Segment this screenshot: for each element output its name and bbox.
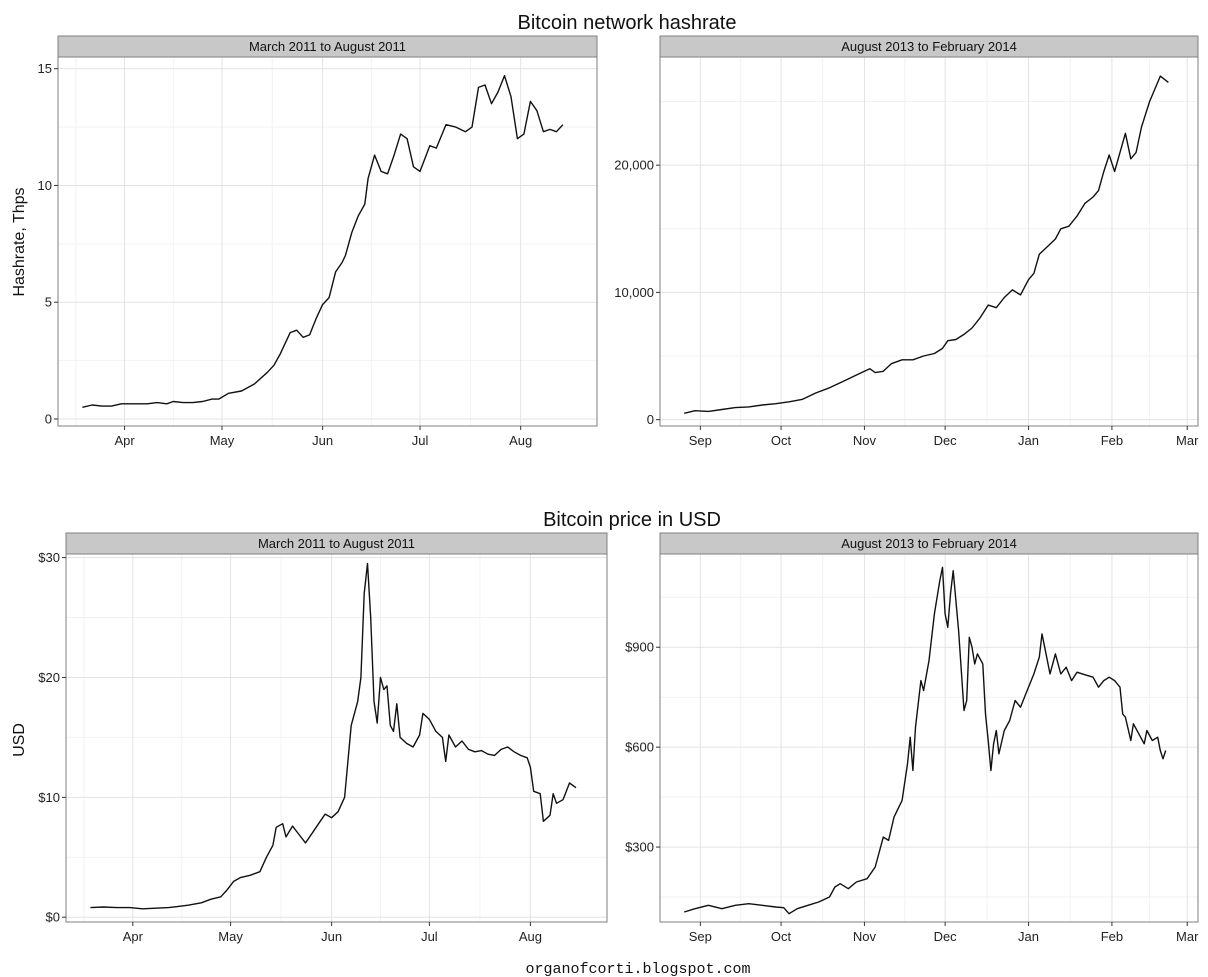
price-2011-x-tick-label: Aug <box>519 929 542 944</box>
hashrate-2011-strip <box>57 35 598 58</box>
hashrate-2013-x-tick-label: Nov <box>853 433 877 448</box>
price-2011-panel-border <box>65 553 608 923</box>
hashrate-2011-x-tick-label: Apr <box>114 433 135 448</box>
hashrate-2011-y-tick-label: 15 <box>38 61 52 76</box>
price-2011-x-tick-label: Apr <box>123 929 144 944</box>
hashrate-2011-x-tick-label: Jul <box>412 433 429 448</box>
price-2011-strip-title: March 2011 to August 2011 <box>258 536 415 551</box>
hashrate-2013-x-tick-label: Feb <box>1101 433 1123 448</box>
hashrate-2013-series-line <box>684 75 1169 414</box>
hashrate-2013-x-tick-label: Oct <box>771 433 792 448</box>
price-2013-x-tick-label: Jan <box>1018 929 1039 944</box>
price-2013-x-tick-label: Mar <box>1176 929 1199 944</box>
price-2011-x-tick-label: Jul <box>421 929 438 944</box>
hashrate-2011-x-tick-label: May <box>210 433 235 448</box>
price-2013-strip <box>659 532 1199 555</box>
price-2011-y-tick-label: $10 <box>38 790 60 805</box>
price-2013-series-line <box>683 566 1167 915</box>
price-2011-panel: March 2011 to August 2011 Apr May Jun Jul Aug… <box>38 532 608 944</box>
hashrate-2011-series-line <box>82 74 564 408</box>
hashrate-2013-y-tick-label: 0 <box>647 412 654 427</box>
hashrate-2011-strip-title: March 2011 to August 2011 <box>249 39 406 54</box>
hashrate-2011-y-tick-label: 0 <box>45 411 52 426</box>
price-2013-y-tick-label: $900 <box>625 640 654 655</box>
hashrate-ylabel: Hashrate, Thps <box>11 187 28 296</box>
price-2013-y-tick-label: $300 <box>625 840 654 855</box>
price-2013-x-tick-label: Dec <box>934 929 958 944</box>
price-2013-x-tick-label: Sep <box>689 929 712 944</box>
price-2013-strip-title: August 2013 to February 2014 <box>841 536 1017 551</box>
price-ylabel: USD <box>11 723 28 757</box>
hashrate-2011-y-tick-label: 5 <box>45 295 52 310</box>
price-2011-series-line <box>90 562 577 910</box>
hashrate-2011-x-tick-label: Aug <box>509 433 532 448</box>
hashrate-2013-x-tick-label: Mar <box>1176 433 1199 448</box>
hashrate-2013-strip <box>659 35 1199 58</box>
hashrate-2013-x-tick-label: Sep <box>689 433 712 448</box>
price-2011-y-tick-label: $30 <box>38 550 60 565</box>
price-2013-x-tick-label: Feb <box>1101 929 1123 944</box>
hashrate-2011-panel: March 2011 to August 2011 Apr May Jun Jul Aug… <box>38 35 598 448</box>
hashrate-2011-panel-border <box>57 56 598 427</box>
credit-text: organofcorti.blogspot.com <box>525 961 750 977</box>
price-group-title: Bitcoin price in USD <box>543 509 721 531</box>
price-2013-panel: August 2013 to February 2014 Sep Oct Nov Dec… <box>625 532 1199 944</box>
price-2011-strip <box>65 532 608 555</box>
price-2011-x-tick-label: Jun <box>321 929 342 944</box>
price-2013-x-tick-label: Oct <box>771 929 792 944</box>
hashrate-2013-y-tick-label: 20,000 <box>614 158 654 173</box>
price-2013-x-tick-label: Nov <box>853 929 877 944</box>
price-2011-y-tick-label: $20 <box>38 670 60 685</box>
hashrate-2013-strip-title: August 2013 to February 2014 <box>841 39 1017 54</box>
price-2011-y-tick-label: $0 <box>46 910 60 925</box>
price-2011-x-tick-label: May <box>218 929 243 944</box>
hashrate-2011-x-tick-label: Jun <box>312 433 333 448</box>
hashrate-group-title: Bitcoin network hashrate <box>517 12 736 34</box>
hashrate-2011-y-tick-label: 10 <box>38 178 52 193</box>
price-2013-y-tick-label: $600 <box>625 740 654 755</box>
hashrate-2013-x-tick-label: Jan <box>1018 433 1039 448</box>
hashrate-2013-panel: August 2013 to February 2014 Sep Oct Nov Dec… <box>614 35 1199 448</box>
hashrate-2013-y-tick-label: 10,000 <box>614 285 654 300</box>
hashrate-2013-x-tick-label: Dec <box>934 433 958 448</box>
